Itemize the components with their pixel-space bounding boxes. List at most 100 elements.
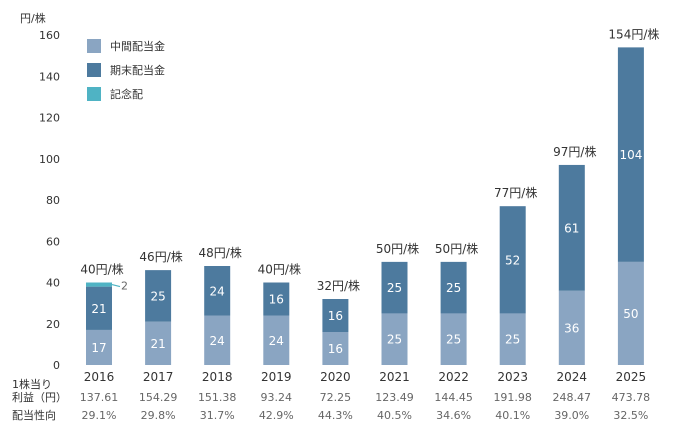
stats-value: 137.61 [80,391,119,404]
bar-total-label: 48円/株 [199,245,242,260]
bar-segment [617,47,644,262]
bar-value-label: 17 [91,341,106,355]
bar-total-label: 77円/株 [494,185,537,200]
bar-segment [322,299,349,332]
bar-segment [558,164,585,291]
bar-total-label: 154円/株 [608,26,659,41]
bar-value-label: 16 [269,293,284,307]
stats-value: 248.47 [553,391,592,404]
y-axis-unit-label: 円/株 [20,11,46,25]
bar-segment [381,261,408,314]
y-tick-label: 40 [46,277,60,290]
y-tick-label: 160 [39,29,60,42]
bar-segment [499,313,526,365]
bar-segment [558,290,585,365]
bar-segment [263,315,290,365]
x-tick-label: 2016 [84,370,115,384]
bar-value-label: 25 [446,333,461,347]
x-axis-ticks: 2016 2017 2018 2019 2020 2021 2022 2023 2024 2025 [84,370,646,384]
stats-row-label: 1株当り [12,377,52,391]
x-tick-label: 2023 [497,370,528,384]
stats-value: 123.49 [375,391,414,404]
bar-value-label: 25 [446,281,461,295]
bar-segment [499,206,526,314]
y-tick-label: 100 [39,153,60,166]
commemorative-value-label: 2 [121,280,128,293]
bar-segment [145,270,172,322]
bar-value-label: 24 [210,334,225,348]
legend-swatch [87,63,101,77]
y-axis-ticks: 0 20 40 60 80 100 120 140 160 [39,29,60,372]
y-tick-label: 120 [39,112,60,125]
stats-value: 29.8% [141,409,176,422]
bar-total-label: 40円/株 [258,262,301,277]
x-tick-label: 2024 [557,370,588,384]
stats-row-label: 配当性向 [12,408,56,422]
stats-value: 32.5% [613,409,648,422]
bar-value-label: 25 [150,289,165,303]
bar-segment [440,313,467,365]
x-tick-label: 2025 [616,370,647,384]
bar-segment [86,286,112,330]
legend-label: 記念配 [110,87,143,101]
stats-value: 93.24 [261,391,293,404]
y-tick-label: 0 [53,359,60,372]
stats-value: 473.78 [612,391,651,404]
bar-value-label: 24 [269,334,284,348]
legend-swatch [87,39,101,53]
bar-value-label: 16 [328,342,343,356]
stats-row-label: 利益（円） [12,390,67,404]
stats-value: 29.1% [82,409,117,422]
y-tick-label: 20 [46,318,60,331]
bar-segment [86,282,112,287]
bar-value-label: 24 [210,284,225,298]
stats-value: 40.5% [377,409,412,422]
bar-total-label: 50円/株 [376,241,419,256]
bar-total-label: 40円/株 [80,262,123,277]
bar-value-label: 104 [619,148,642,162]
bar-value-label: 50 [623,307,638,321]
bar-total-label: 50円/株 [435,241,478,256]
bar-value-label: 52 [505,253,520,267]
x-tick-label: 2019 [261,370,292,384]
stats-value: 72.25 [320,391,352,404]
bar-segment [617,261,644,365]
stats-value: 42.9% [259,409,294,422]
bar-value-label: 16 [328,309,343,323]
bar-segment [322,332,349,365]
y-tick-label: 80 [46,194,60,207]
x-tick-label: 2017 [143,370,174,384]
stats-value: 34.6% [436,409,471,422]
bar-segment [204,315,231,365]
bars: 17 21 40円/株 21 25 46円/株 24 24 48円/株 24 16 40円/株 16 16… [80,26,659,365]
stats-value: 44.3% [318,409,353,422]
bar-total-label: 97円/株 [553,144,596,159]
y-tick-label: 60 [46,235,60,248]
bar-value-label: 25 [387,333,402,347]
x-tick-label: 2021 [379,370,410,384]
bar-value-label: 25 [505,333,520,347]
bar-total-label: 46円/株 [139,249,182,264]
stats-value: 191.98 [493,391,532,404]
commemorative-leader-line [111,283,121,288]
x-tick-label: 2022 [438,370,469,384]
stats-value: 151.38 [198,391,237,404]
bar-segment [381,313,408,365]
bar-segment [145,321,172,365]
legend-swatch [87,87,101,101]
bar-value-label: 21 [91,302,106,316]
x-tick-label: 2020 [320,370,351,384]
bar-segment [86,329,112,365]
x-tick-label: 2018 [202,370,233,384]
legend-label: 期末配当金 [110,63,165,77]
bar-segment [440,261,467,314]
stats-value: 39.0% [554,409,589,422]
stats-value: 154.29 [139,391,178,404]
bar-value-label: 61 [564,221,579,235]
bar-value-label: 25 [387,281,402,295]
bar-segment [263,282,290,316]
bar-value-label: 36 [564,321,579,335]
